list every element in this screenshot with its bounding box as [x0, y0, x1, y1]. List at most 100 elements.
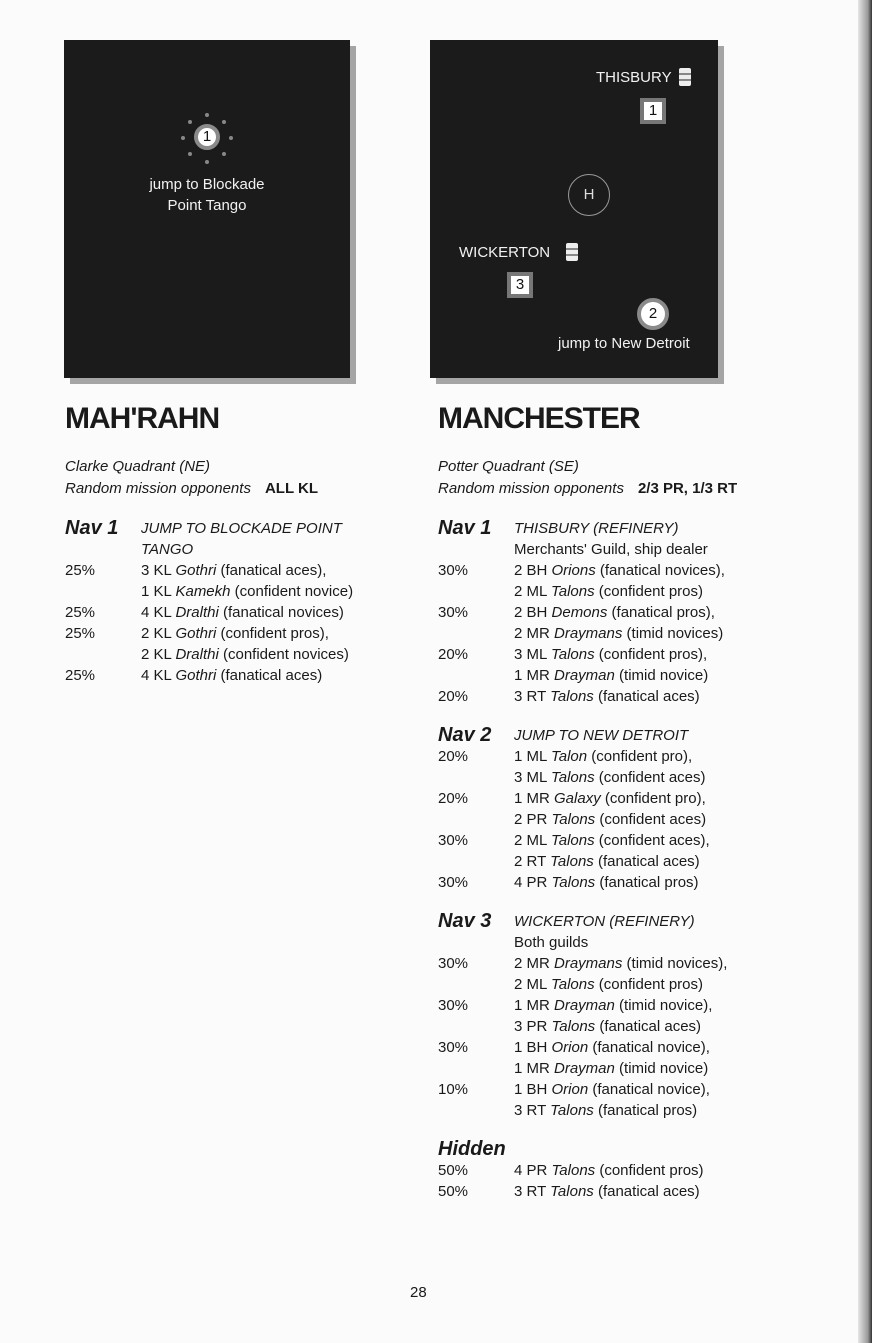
- probability: 20%: [438, 646, 469, 663]
- nav-section: Nav 1 JUMP TO BLOCKADE POINT TANGO 25% 3 KL …: [65, 518, 445, 686]
- nav-section: Nav 3 WICKERTON (REFINERY) Both guilds 30% 2…: [438, 911, 818, 1121]
- nav-row: 3 ML Talons (confident aces): [438, 767, 818, 788]
- nav-header: JUMP TO NEW DETROIT: [514, 727, 689, 744]
- nav-point-1: 1: [194, 124, 220, 150]
- opponents-label: Random mission opponents: [438, 480, 624, 497]
- opponent-line: 2 KL Dralthi (confident novices): [141, 644, 349, 665]
- opponent-line: 1 BH Orion (fanatical novice),: [514, 1037, 710, 1058]
- nav-section: Nav 1 THISBURY (REFINERY) Merchants' Guild…: [438, 518, 818, 707]
- opponent-text: (fanatical pros): [595, 874, 699, 891]
- system-title: MAH'RAHN: [65, 402, 220, 435]
- opponent-text: 2 BH: [514, 604, 552, 621]
- ship-name: Talons: [550, 646, 595, 663]
- opponent-text: 3 ML: [514, 646, 551, 663]
- opponent-text: 1 MR: [514, 790, 555, 807]
- opponent-text: 2 MR: [514, 955, 555, 972]
- probability: 50%: [438, 1183, 469, 1200]
- opponent-text: 2 ML: [514, 976, 551, 993]
- opponent-line: 4 PR Talons (fanatical pros): [514, 872, 699, 893]
- nav-note: Merchants' Guild, ship dealer: [514, 541, 708, 558]
- entry-row: 30% 2 MR Draymans (timid novices),: [438, 953, 818, 974]
- opponent-text: (timid novices): [622, 625, 724, 642]
- nav-heading: Nav 1: [65, 517, 119, 539]
- nav-row: 1 MR Drayman (timid novice): [438, 665, 818, 686]
- entry-row: 30% 2 BH Orions (fanatical novices),: [438, 560, 818, 581]
- opponent-text: 1 MR: [514, 667, 555, 684]
- mahrahn-map: 1 jump to Blockade Point Tango: [64, 40, 350, 378]
- spacer: [65, 581, 141, 602]
- nav-point-2: 2: [637, 298, 669, 330]
- opponent-line: 4 KL Dralthi (fanatical novices): [141, 602, 344, 623]
- nav-row: Nav 2 JUMP TO NEW DETROIT: [438, 725, 818, 746]
- probability: 20%: [438, 790, 469, 807]
- opponent-text: 3 RT: [514, 1102, 551, 1119]
- nav-section: Nav 2 JUMP TO NEW DETROIT 20% 1 ML Talon (c…: [438, 725, 818, 893]
- opponent-text: 1 MR: [514, 1060, 555, 1077]
- opponent-text: 2 RT: [514, 853, 551, 870]
- ship-name: Dralthi: [175, 646, 219, 663]
- opponent-line: 2 ML Talons (confident aces),: [514, 830, 710, 851]
- nav-row: 2 MR Draymans (timid novices): [438, 623, 818, 644]
- ship-name: Gothri: [175, 667, 217, 684]
- opponent-text: (confident pro),: [600, 790, 706, 807]
- opponent-line: 3 RT Talons (fanatical aces): [514, 1181, 700, 1202]
- opponent-text: (fanatical aces): [593, 688, 700, 705]
- opponent-text: 4 KL: [141, 604, 176, 621]
- ship-name: Orions: [551, 562, 596, 579]
- opponent-text: (confident novices): [218, 646, 349, 663]
- opponent-text: (confident novice): [230, 583, 354, 600]
- probability: 10%: [438, 1081, 469, 1098]
- nav-row: Hidden: [438, 1139, 818, 1160]
- system-title: MANCHESTER: [438, 402, 641, 435]
- ship-name: Drayman: [554, 667, 615, 684]
- ship-name: Kamekh: [175, 583, 231, 600]
- ship-name: Talons: [550, 832, 595, 849]
- opponents-line: Random mission opponents ALL KL: [65, 478, 445, 500]
- opponent-text: (confident aces): [595, 811, 707, 828]
- probability: 30%: [438, 604, 469, 621]
- nav-row: Nav 1 JUMP TO BLOCKADE POINT: [65, 518, 445, 539]
- opponent-line: 2 MR Draymans (timid novices),: [514, 953, 727, 974]
- probability: 30%: [438, 997, 469, 1014]
- opponent-line: 3 KL Gothri (fanatical aces),: [141, 560, 326, 581]
- probability: 30%: [438, 562, 469, 579]
- entry-row: 30% 1 MR Drayman (timid novice),: [438, 995, 818, 1016]
- spacer: [438, 851, 514, 872]
- opponent-text: 3 PR: [514, 1018, 552, 1035]
- nav-note: Both guilds: [514, 934, 589, 951]
- ship-name: Gothri: [175, 562, 217, 579]
- probability: 20%: [438, 748, 469, 765]
- spacer: [438, 1016, 514, 1037]
- opponent-line: 2 ML Talons (confident pros): [514, 974, 703, 995]
- probability: 50%: [438, 1162, 469, 1179]
- opponent-text: 2 KL: [141, 646, 176, 663]
- spacer: [438, 581, 514, 602]
- entry-row: 50% 4 PR Talons (confident pros): [438, 1160, 818, 1181]
- ship-name: Talons: [551, 1018, 596, 1035]
- entry-row: 25% 3 KL Gothri (fanatical aces),: [65, 560, 445, 581]
- probability: 20%: [438, 688, 469, 705]
- ship-name: Talons: [550, 976, 595, 993]
- entry-row: 20% 3 RT Talons (fanatical aces): [438, 686, 818, 707]
- nav-row: Merchants' Guild, ship dealer: [438, 539, 818, 560]
- ship-name: Draymans: [554, 955, 623, 972]
- quadrant: Clarke Quadrant (NE): [65, 458, 211, 475]
- nav-row: 1 KL Kamekh (confident novice): [65, 581, 445, 602]
- spacer: [65, 539, 141, 560]
- opponent-text: (timid novice),: [614, 997, 713, 1014]
- opponent-text: 3 ML: [514, 769, 551, 786]
- probability: 25%: [65, 562, 96, 579]
- opponent-line: 1 BH Orion (fanatical novice),: [514, 1079, 710, 1100]
- opponent-text: (confident pros),: [594, 646, 708, 663]
- entry-row: 30% 2 ML Talons (confident aces),: [438, 830, 818, 851]
- opponent-line: 2 ML Talons (confident pros): [514, 581, 703, 602]
- opponent-line: 2 KL Gothri (confident pros),: [141, 623, 329, 644]
- opponents-value: 2/3 PR, 1/3 RT: [637, 480, 738, 497]
- nav-row: Nav 3 WICKERTON (REFINERY): [438, 911, 818, 932]
- entry-row: 25% 4 KL Dralthi (fanatical novices): [65, 602, 445, 623]
- hidden-nav-marker: H: [568, 174, 610, 216]
- ship-name: Dralthi: [175, 604, 219, 621]
- probability: 25%: [65, 604, 96, 621]
- nav-row: 2 ML Talons (confident pros): [438, 581, 818, 602]
- mahrahn-column: MAH'RAHN Clarke Quadrant (NE) Random missi…: [65, 402, 445, 686]
